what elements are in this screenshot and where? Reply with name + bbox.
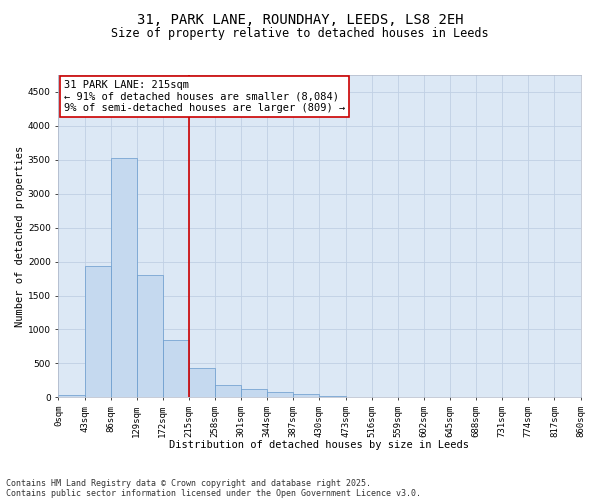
X-axis label: Distribution of detached houses by size in Leeds: Distribution of detached houses by size …	[169, 440, 469, 450]
Bar	[85, 266, 110, 398]
Text: 31, PARK LANE, ROUNDHAY, LEEDS, LS8 2EH: 31, PARK LANE, ROUNDHAY, LEEDS, LS8 2EH	[137, 12, 463, 26]
Bar	[215, 386, 241, 398]
Text: Contains public sector information licensed under the Open Government Licence v3: Contains public sector information licen…	[6, 488, 421, 498]
Bar	[189, 368, 215, 398]
Bar	[267, 392, 293, 398]
Bar	[319, 396, 346, 398]
Bar	[110, 158, 137, 398]
Text: Size of property relative to detached houses in Leeds: Size of property relative to detached ho…	[111, 28, 489, 40]
Bar	[241, 389, 267, 398]
Bar	[58, 396, 85, 398]
Bar	[137, 275, 163, 398]
Y-axis label: Number of detached properties: Number of detached properties	[15, 146, 25, 327]
Text: 31 PARK LANE: 215sqm
← 91% of detached houses are smaller (8,084)
9% of semi-det: 31 PARK LANE: 215sqm ← 91% of detached h…	[64, 80, 345, 113]
Bar	[293, 394, 319, 398]
Bar	[163, 340, 189, 398]
Text: Contains HM Land Registry data © Crown copyright and database right 2025.: Contains HM Land Registry data © Crown c…	[6, 478, 371, 488]
